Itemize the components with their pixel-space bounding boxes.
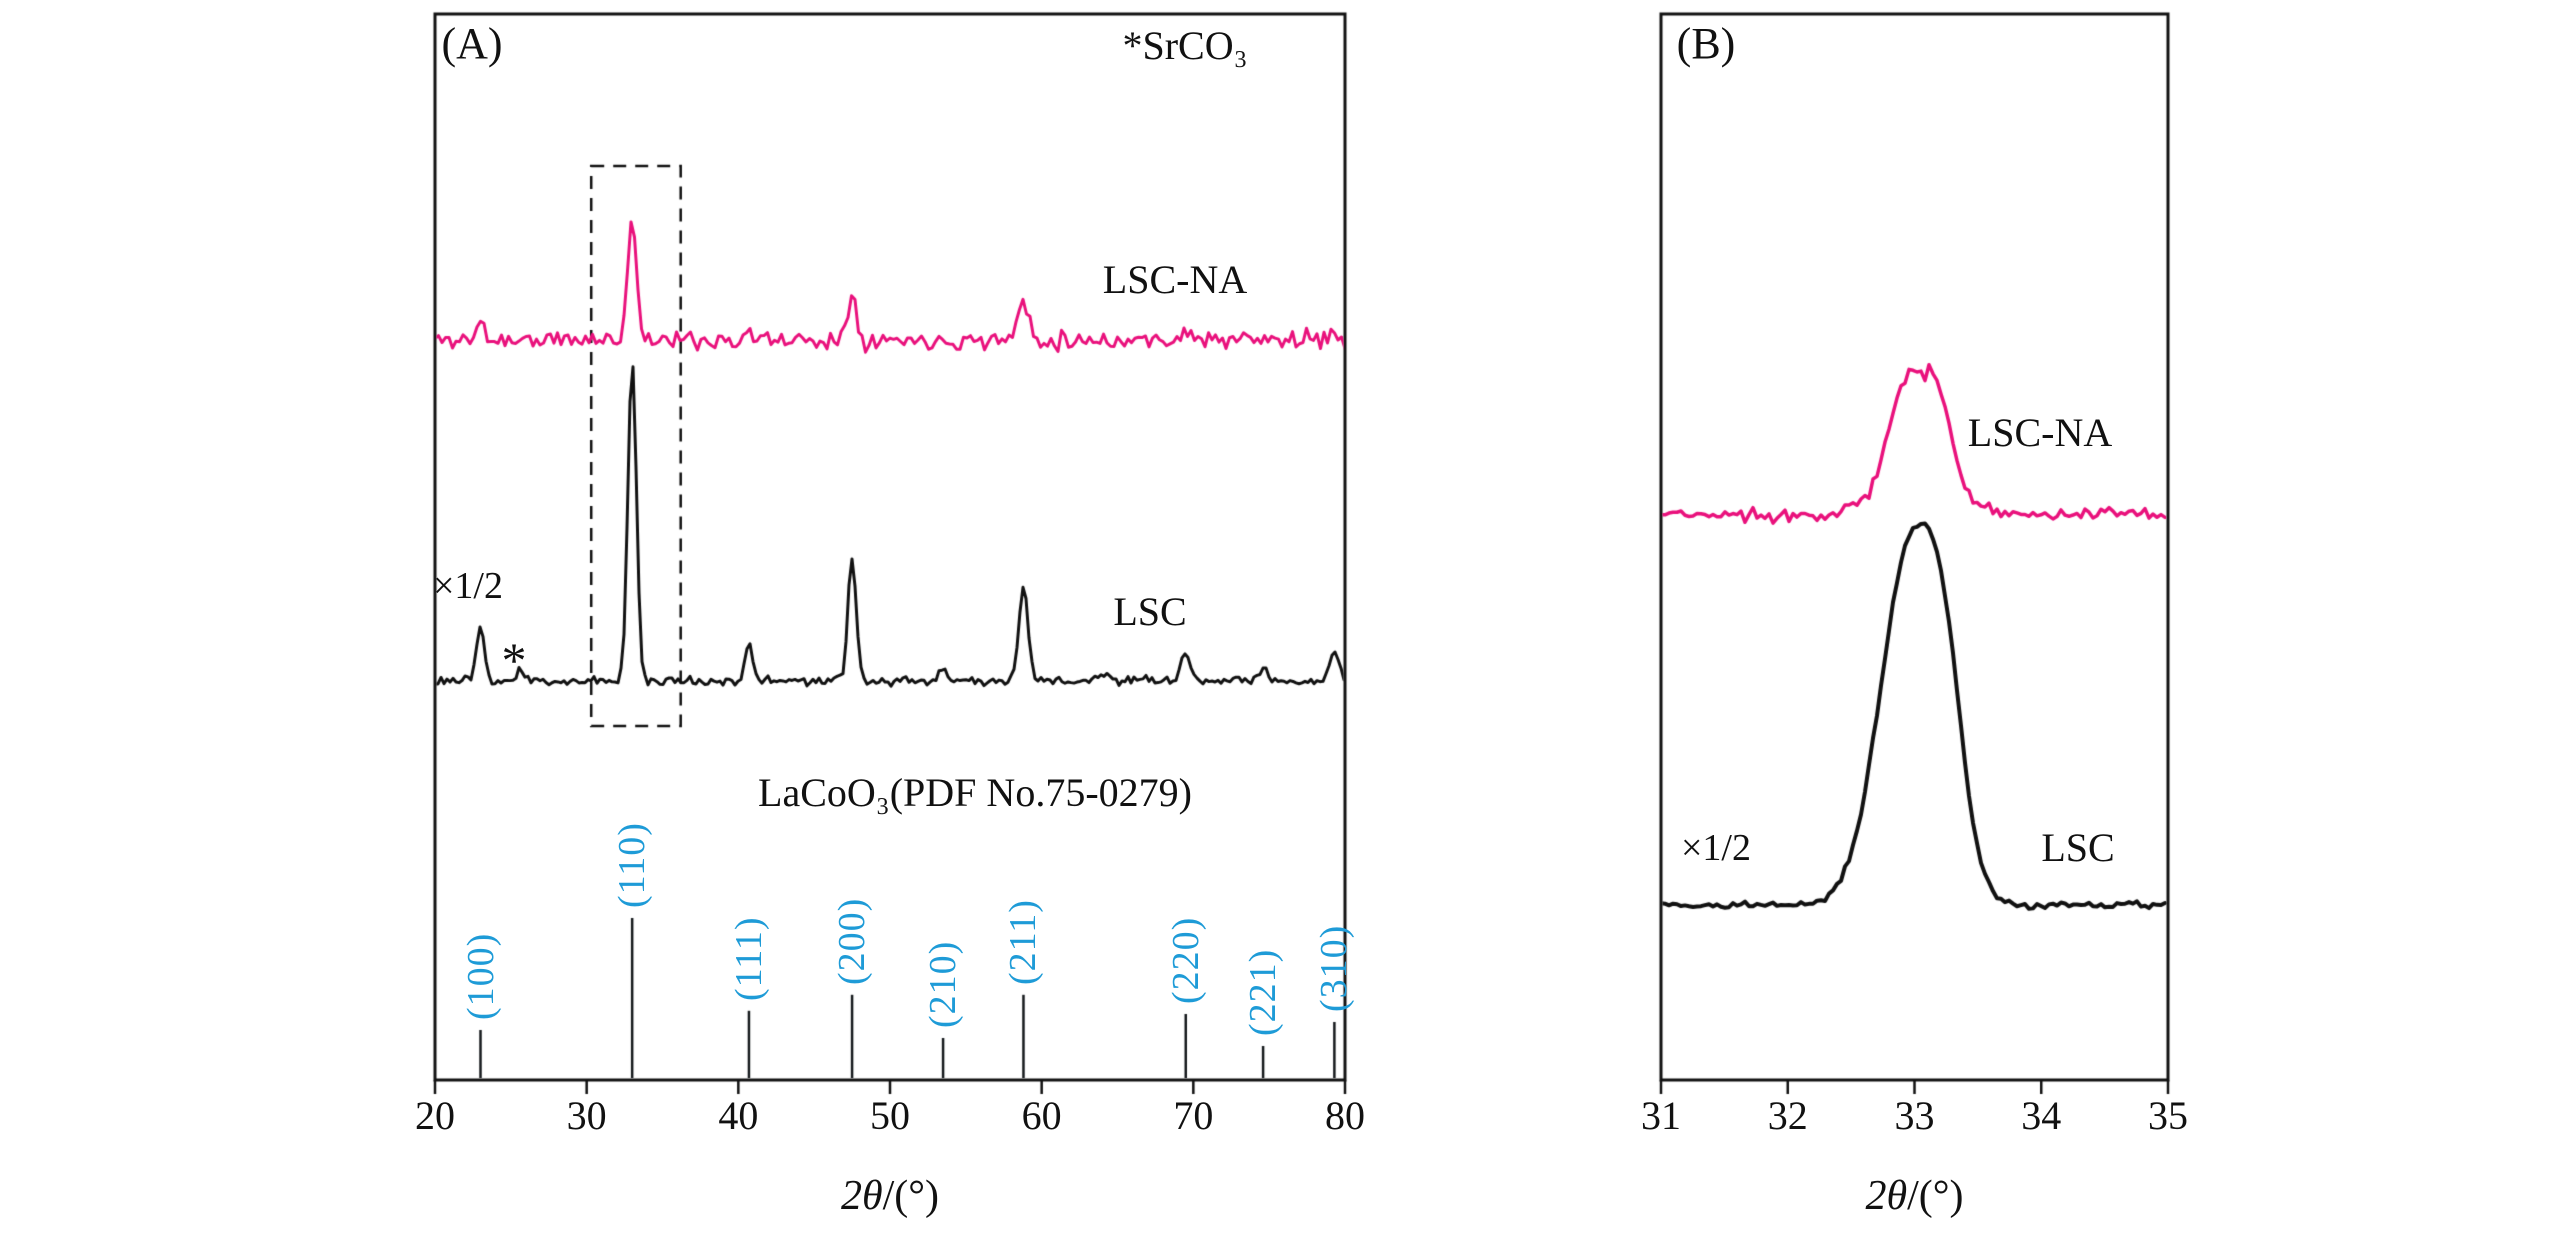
- x-tick-label: 20: [415, 1093, 455, 1138]
- lsc-trace-label-a: LSC: [1113, 589, 1187, 634]
- hkl-label: (211): [1002, 898, 1045, 985]
- srco3-peak-marker: *: [501, 632, 527, 688]
- pdf-card-label: LaCoO₃(PDF No.75-0279): [758, 770, 1192, 815]
- hkl-label: (310): [1313, 924, 1356, 1012]
- lsc-na-trace-label-b: LSC-NA: [1967, 410, 2113, 455]
- x-tick-label: 60: [1021, 1093, 1062, 1138]
- hkl-label: (100): [459, 932, 502, 1020]
- x-tick-label: 50: [870, 1093, 910, 1138]
- x-tick-label: 70: [1173, 1093, 1214, 1138]
- lsc-na-trace-label-a: LSC-NA: [1102, 257, 1248, 302]
- hkl-label: (221): [1242, 948, 1285, 1036]
- half-scale-note-b: ×1/2: [1681, 827, 1751, 869]
- panel-b-label: (B): [1676, 19, 1736, 68]
- axis-title-two-theta: 2θ: [840, 1173, 883, 1219]
- axis-title-units: /(°): [1907, 1173, 1964, 1219]
- axis-title-two-theta: 2θ: [1865, 1173, 1908, 1219]
- x-tick-label: 30: [566, 1093, 607, 1138]
- x-tick-label: 32: [1767, 1093, 1808, 1138]
- hkl-label: (200): [831, 897, 874, 985]
- x-tick-label: 80: [1325, 1093, 1365, 1138]
- panel-a-label: (A): [441, 19, 503, 68]
- hkl-label: (111): [727, 916, 770, 1001]
- x-tick-label: 40: [718, 1093, 759, 1138]
- x-axis-title: 2θ/(°): [1865, 1175, 1963, 1217]
- hkl-label: (210): [922, 940, 965, 1028]
- half-scale-note-a: ×1/2: [433, 565, 503, 607]
- srco3-annotation: *SrCO₃: [1122, 23, 1248, 68]
- hkl-label: (220): [1164, 916, 1207, 1004]
- hkl-label: (110): [611, 822, 654, 908]
- x-tick-label: 35: [2148, 1093, 2188, 1138]
- x-tick-label: 34: [2021, 1093, 2062, 1138]
- x-tick-label: 31: [1641, 1093, 1681, 1138]
- axis-title-units: /(°): [882, 1173, 940, 1219]
- lsc-trace-label-b: LSC: [2041, 825, 2115, 870]
- x-axis-title: 2θ/(°): [841, 1175, 939, 1217]
- x-tick-label: 33: [1894, 1093, 1935, 1138]
